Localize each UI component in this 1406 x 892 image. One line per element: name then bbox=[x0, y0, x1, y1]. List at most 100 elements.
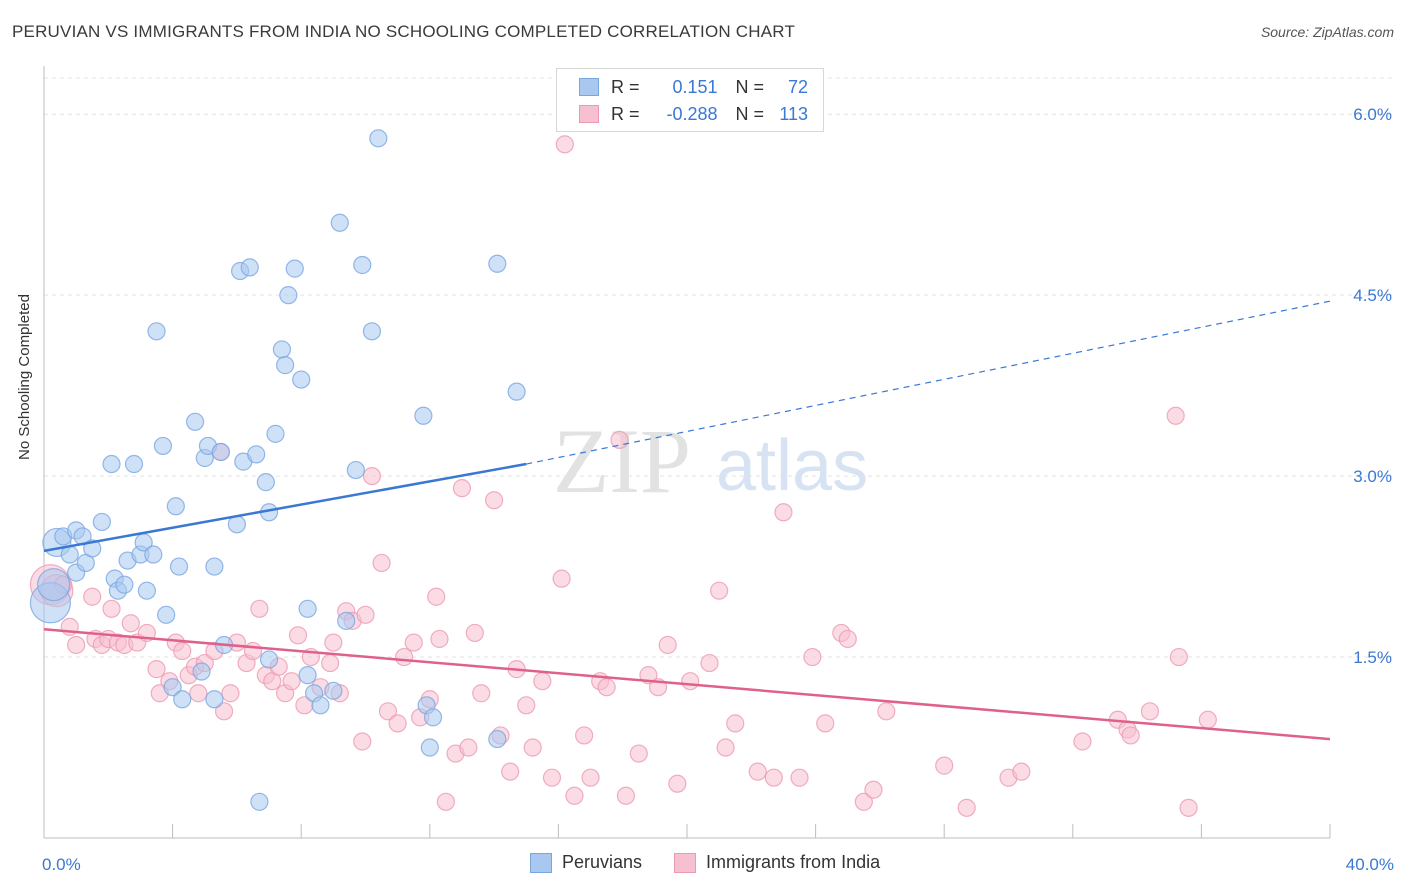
india-point bbox=[353, 732, 372, 751]
legend-item-peruvians[interactable]: Peruvians bbox=[530, 852, 642, 873]
india-point bbox=[452, 479, 472, 498]
series-legend: Peruvians Immigrants from India bbox=[530, 852, 912, 873]
legend-swatch-india bbox=[674, 852, 697, 873]
india-point bbox=[121, 614, 140, 633]
india-point bbox=[459, 738, 478, 757]
india-point bbox=[700, 653, 719, 673]
india-point bbox=[748, 762, 767, 781]
peruvian-point bbox=[337, 611, 356, 630]
legend-r-label: R = bbox=[611, 76, 640, 97]
y-tick-label: 4.5% bbox=[1353, 286, 1392, 305]
india-point bbox=[668, 774, 687, 793]
peruvian-point bbox=[488, 729, 507, 749]
india-point bbox=[864, 780, 883, 799]
india-point bbox=[774, 503, 793, 522]
india-point bbox=[957, 798, 976, 817]
peruvian-points bbox=[29, 129, 526, 811]
india-point bbox=[250, 599, 269, 618]
india-point bbox=[288, 626, 308, 645]
peruvian-point bbox=[153, 436, 173, 456]
correlation-legend: R = 0.151 N = 72 R = -0.288 N = 113 bbox=[556, 68, 824, 132]
peruvian-point bbox=[298, 599, 317, 618]
india-point bbox=[436, 792, 455, 811]
india-point bbox=[404, 633, 423, 652]
india-point bbox=[854, 792, 873, 811]
legend-n-label: N = bbox=[735, 103, 765, 124]
peruvian-point bbox=[124, 454, 144, 474]
india-point bbox=[282, 672, 301, 691]
india-point bbox=[658, 635, 677, 655]
india-point bbox=[517, 696, 536, 715]
peruvian-point bbox=[102, 454, 121, 474]
legend-swatch-india bbox=[579, 105, 599, 123]
peruvian-point bbox=[362, 322, 382, 341]
peruvian-point bbox=[205, 690, 224, 709]
peruvian-point bbox=[292, 370, 311, 389]
india-point bbox=[764, 768, 783, 787]
india-point bbox=[1012, 762, 1031, 781]
peruvian-point bbox=[298, 666, 317, 685]
india-point bbox=[877, 702, 896, 721]
peruvian-point bbox=[272, 340, 292, 359]
peruvian-point bbox=[240, 258, 259, 277]
peruvian-point bbox=[173, 690, 192, 709]
india-point bbox=[581, 768, 600, 787]
peruvian-point bbox=[259, 650, 279, 669]
india-point bbox=[935, 756, 954, 775]
peruvian-point bbox=[250, 792, 269, 811]
india-point bbox=[555, 135, 574, 154]
peruvian-point bbox=[163, 678, 182, 697]
india-point bbox=[1140, 702, 1160, 721]
peruvian-point bbox=[205, 557, 224, 576]
peruvian-point bbox=[137, 581, 156, 600]
india-point bbox=[394, 647, 414, 667]
peruvian-point bbox=[37, 568, 71, 602]
peruvian-point bbox=[166, 497, 185, 516]
india-point bbox=[356, 605, 375, 624]
chart-source: Source: ZipAtlas.com bbox=[1260, 24, 1394, 40]
y-axis-label: No Schooling Completed bbox=[16, 294, 33, 460]
trend-lines bbox=[43, 300, 1331, 741]
india-point bbox=[214, 702, 234, 721]
peruvian-point bbox=[256, 473, 275, 492]
watermark-zip: ZIP bbox=[553, 410, 691, 512]
india-point bbox=[542, 768, 562, 787]
india-point bbox=[430, 629, 449, 649]
india-point bbox=[616, 786, 636, 805]
legend-row-peruvians: R = 0.151 N = 72 bbox=[579, 76, 808, 98]
peruvian-point bbox=[169, 557, 189, 576]
legend-row-india: R = -0.288 N = 113 bbox=[579, 103, 808, 125]
watermark-atlas: atlas bbox=[716, 426, 868, 506]
india-point bbox=[147, 660, 166, 679]
peruvian-point bbox=[507, 382, 526, 401]
y-tick-label: 1.5% bbox=[1353, 648, 1392, 667]
india-point bbox=[1121, 726, 1140, 745]
legend-item-india[interactable]: Immigrants from India bbox=[674, 852, 880, 873]
peruvian-point bbox=[192, 662, 211, 681]
india-point bbox=[372, 553, 391, 573]
gridlines bbox=[44, 77, 1392, 658]
india-point bbox=[67, 635, 86, 655]
india-point bbox=[83, 587, 102, 606]
legend-n-value: 72 bbox=[788, 76, 809, 97]
legend-n-label: N = bbox=[735, 76, 765, 97]
india-point bbox=[838, 629, 857, 649]
peruvian-point bbox=[420, 738, 439, 757]
peruvian-point bbox=[211, 442, 230, 462]
peruvian-point bbox=[279, 286, 298, 305]
india-point bbox=[1073, 732, 1092, 751]
axes bbox=[43, 66, 1331, 839]
india-point bbox=[803, 647, 822, 667]
india-point bbox=[790, 768, 809, 787]
peruvian-point bbox=[324, 681, 343, 700]
peruvian-point bbox=[311, 696, 330, 715]
india-point bbox=[726, 714, 745, 733]
peruvian-point bbox=[115, 575, 134, 594]
india-point bbox=[485, 491, 504, 510]
india-point bbox=[324, 633, 343, 652]
peruvian-point bbox=[488, 254, 507, 273]
peruvian-point bbox=[353, 255, 372, 275]
legend-label-peruvians: Peruvians bbox=[562, 852, 643, 872]
india-point bbox=[597, 678, 616, 697]
